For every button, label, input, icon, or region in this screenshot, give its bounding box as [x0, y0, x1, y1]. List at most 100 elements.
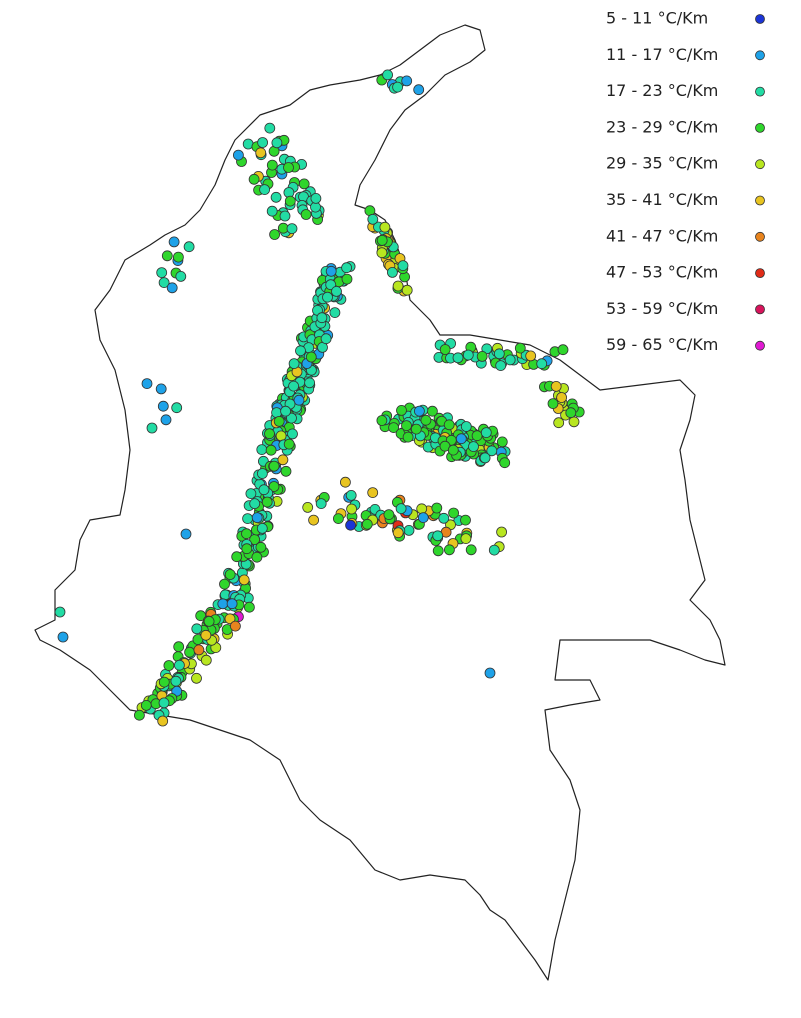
well-point	[460, 533, 472, 544]
well-point	[266, 159, 278, 171]
well-point	[438, 512, 450, 524]
well-point	[484, 667, 496, 679]
well-point	[293, 394, 305, 406]
legend: 5 - 11 °C/Km 11 - 17 °C/Km 17 - 23 °C/Km 23…	[606, 9, 765, 354]
well-point	[256, 523, 268, 534]
well-point	[525, 350, 537, 362]
well-point	[447, 444, 459, 456]
well-point	[158, 697, 170, 709]
well-point	[160, 414, 172, 426]
well-point	[471, 430, 483, 442]
well-point	[245, 488, 257, 500]
well-point	[300, 209, 312, 220]
well-point	[265, 444, 277, 456]
well-point	[200, 654, 212, 666]
well-point	[173, 659, 185, 671]
legend-swatch	[755, 268, 765, 279]
well-point	[261, 496, 273, 508]
well-point	[133, 709, 145, 721]
well-point	[413, 405, 425, 417]
well-point	[242, 513, 254, 524]
well-point	[224, 569, 236, 580]
well-point	[504, 354, 516, 366]
well-point	[479, 452, 491, 464]
well-point	[269, 229, 281, 240]
well-point	[460, 421, 472, 432]
well-point	[166, 282, 178, 294]
well-point	[288, 380, 300, 392]
legend-swatch	[755, 231, 765, 242]
well-point	[191, 623, 203, 635]
well-point	[256, 468, 268, 479]
well-point	[401, 75, 413, 87]
legend-swatch	[755, 123, 765, 133]
well-point	[392, 280, 404, 292]
well-point	[346, 503, 358, 515]
well-point	[170, 675, 182, 687]
well-point	[231, 551, 243, 563]
well-point	[462, 349, 474, 361]
well-point	[256, 444, 268, 456]
well-point	[499, 457, 511, 469]
well-point	[193, 644, 205, 656]
well-point	[255, 541, 267, 553]
well-point	[341, 273, 353, 285]
well-point	[476, 350, 488, 362]
well-point	[171, 402, 183, 414]
well-point	[219, 578, 230, 590]
well-point	[163, 660, 175, 671]
well-point	[180, 528, 192, 540]
well-point	[376, 415, 388, 426]
legend-swatch	[755, 14, 765, 24]
well-point	[286, 223, 298, 235]
well-point	[496, 436, 508, 448]
well-point	[255, 147, 267, 159]
well-point	[304, 377, 316, 389]
well-point	[550, 380, 562, 392]
well-point	[54, 606, 66, 618]
legend-label: 53 - 59 °C/Km	[606, 299, 718, 318]
well-point	[277, 454, 289, 466]
well-point	[403, 525, 415, 536]
well-point	[248, 173, 260, 185]
well-point	[460, 514, 471, 526]
well-point	[495, 360, 507, 372]
well-point	[410, 423, 422, 435]
well-point	[316, 312, 328, 324]
well-point	[257, 137, 269, 148]
well-point	[195, 610, 207, 622]
well-point	[203, 616, 215, 627]
well-point	[264, 428, 275, 440]
well-point	[329, 307, 341, 319]
legend-swatch	[755, 304, 765, 315]
legend-swatch	[755, 195, 765, 206]
well-point	[270, 191, 282, 203]
well-point	[565, 407, 577, 419]
well-point	[258, 484, 270, 496]
well-point	[224, 613, 236, 625]
well-point	[383, 509, 395, 520]
well-point	[426, 405, 438, 417]
legend-label: 35 - 41 °C/Km	[606, 190, 718, 209]
well-point	[161, 250, 173, 262]
legend-swatch	[755, 340, 765, 351]
well-point	[465, 544, 477, 556]
well-point	[287, 428, 298, 440]
well-point	[268, 460, 280, 472]
well-point	[553, 417, 565, 429]
well-point	[140, 700, 152, 711]
well-point	[157, 715, 169, 727]
well-point	[568, 416, 580, 428]
well-point	[191, 672, 202, 684]
well-point	[395, 503, 407, 515]
legend-swatch	[755, 86, 765, 97]
well-point	[397, 260, 409, 272]
well-point	[280, 405, 292, 417]
country-outline	[34, 24, 726, 981]
well-point	[536, 358, 548, 370]
well-point	[345, 519, 357, 531]
well-point	[271, 137, 283, 149]
legend-label: 11 - 17 °C/Km	[606, 45, 718, 64]
well-point	[331, 285, 342, 297]
